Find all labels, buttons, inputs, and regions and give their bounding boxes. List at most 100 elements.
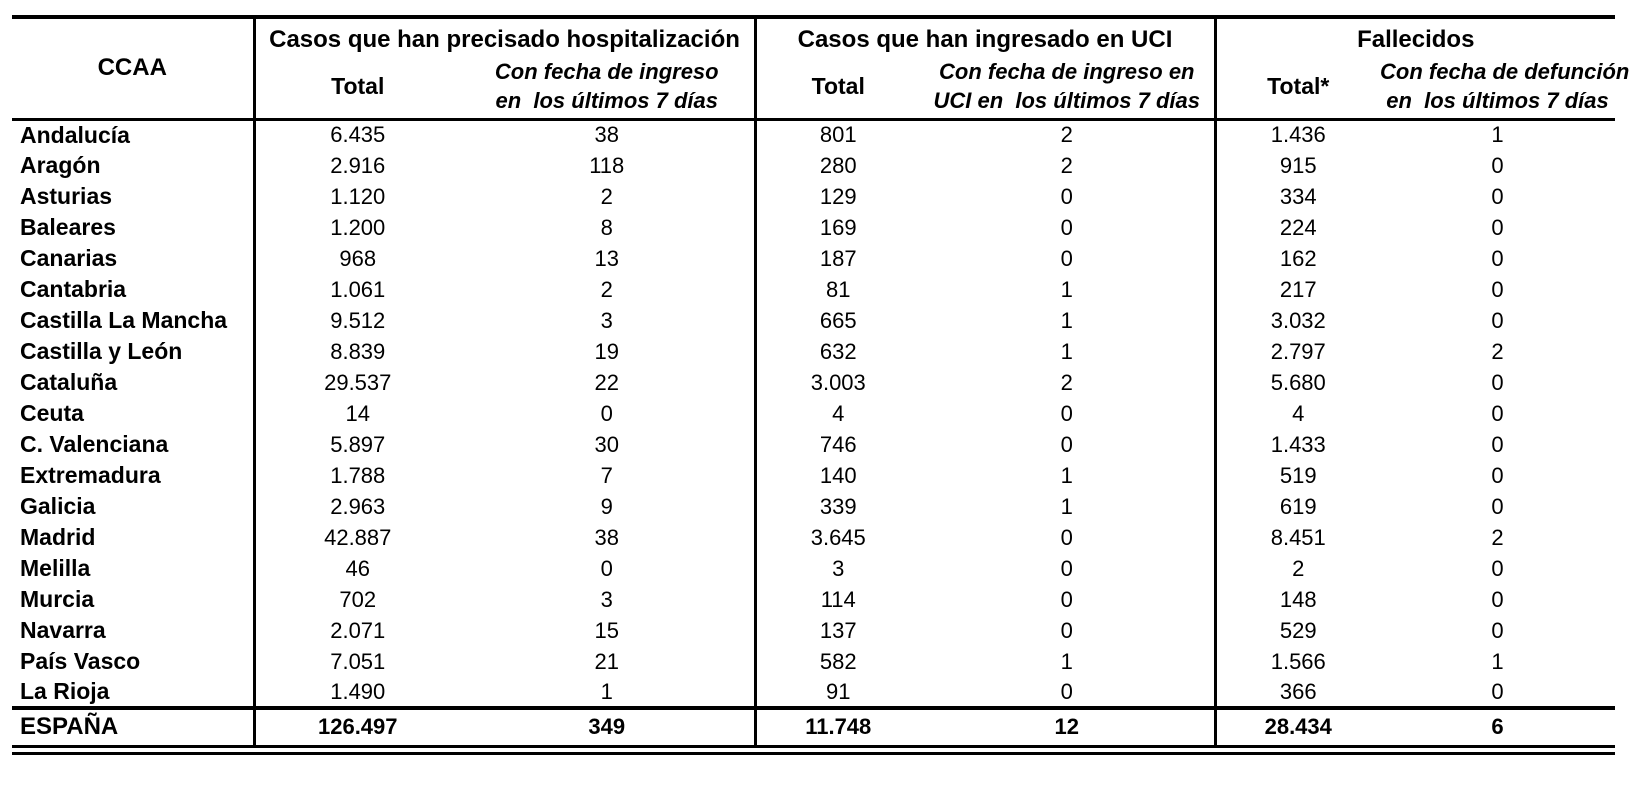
- value-cell: 1.120: [252, 181, 460, 212]
- value-cell: 9: [600, 493, 613, 519]
- value-cell: 2: [600, 276, 613, 302]
- value-cell: 0: [1060, 678, 1073, 704]
- value-cell: 1: [1060, 462, 1073, 488]
- bottom-double-rule: [12, 751, 1615, 755]
- value-cell: 0: [1491, 400, 1504, 426]
- value-cell: 8.839: [252, 336, 460, 367]
- value-cell: 349: [460, 706, 755, 748]
- value-cell: 3: [600, 586, 613, 612]
- value-cell: 162: [1213, 243, 1380, 274]
- value-cell: 0: [1491, 431, 1504, 457]
- value-cell: 1.566: [1213, 646, 1380, 677]
- value-cell: 0: [1060, 586, 1073, 612]
- value-cell: 3.003: [753, 367, 920, 398]
- table-row: Cantabria 1.061 2 81 1 217 0: [12, 274, 1615, 305]
- value-cell: 0: [600, 555, 613, 581]
- region-name: Cataluña: [20, 369, 118, 395]
- value-cell: 0: [1491, 245, 1504, 271]
- value-cell: 280: [753, 150, 920, 181]
- header-group-deceased: Fallecidos: [1213, 17, 1615, 55]
- table-row: Ceuta 14 0 4 0 4 0: [12, 398, 1615, 429]
- value-cell: 140: [753, 460, 920, 491]
- value-cell: 0: [1060, 617, 1073, 643]
- value-cell: 968: [252, 243, 460, 274]
- value-cell: 1.490: [252, 677, 460, 708]
- value-cell: 2.797: [1213, 336, 1380, 367]
- value-cell: 1: [1491, 648, 1504, 674]
- value-cell: 4: [1213, 398, 1380, 429]
- value-cell: 2: [1060, 122, 1073, 148]
- table-row: País Vasco 7.051 21 582 1 1.566 1: [12, 646, 1615, 677]
- table-row: Asturias 1.120 2 129 0 334 0: [12, 181, 1615, 212]
- value-cell: 366: [1213, 677, 1380, 708]
- table-row: Aragón 2.916 118 280 2 915 0: [12, 150, 1615, 181]
- header-deceased-total: Total*: [1213, 55, 1380, 121]
- table-row: Castilla La Mancha 9.512 3 665 1 3.032 0: [12, 305, 1615, 336]
- table-row: Cataluña 29.537 22 3.003 2 5.680 0: [12, 367, 1615, 398]
- value-cell: 3.645: [753, 522, 920, 553]
- table-row: Canarias 968 13 187 0 162 0: [12, 243, 1615, 274]
- value-cell: 2: [1060, 369, 1073, 395]
- value-cell: 28.434: [1213, 706, 1380, 748]
- region-name: Extremadura: [20, 462, 161, 488]
- value-cell: 1: [1060, 648, 1073, 674]
- value-cell: 217: [1213, 274, 1380, 305]
- value-cell: 1: [600, 678, 613, 704]
- value-cell: 0: [1491, 369, 1504, 395]
- table-row: Navarra 2.071 15 137 0 529 0: [12, 615, 1615, 646]
- value-cell: 21: [594, 648, 619, 674]
- header-group-icu: Casos que han ingresado en UCI: [753, 17, 1215, 55]
- table-row: Melilla 46 0 3 0 2 0: [12, 553, 1615, 584]
- region-name: Madrid: [20, 524, 96, 550]
- total-row: ESPAÑA 126.497 349 11.748 12 28.434 6: [12, 706, 1615, 748]
- value-cell: 0: [1060, 431, 1073, 457]
- header-deceased-recent-line2: en los últimos 7 días: [1386, 88, 1609, 114]
- value-cell: 0: [1491, 276, 1504, 302]
- value-cell: 0: [1491, 462, 1504, 488]
- value-cell: 0: [1491, 152, 1504, 178]
- covid-ccaa-table-container: CCAA Casos que han precisado hospitaliza…: [12, 15, 1630, 755]
- value-cell: 19: [594, 338, 619, 364]
- table-row: Castilla y León 8.839 19 632 1 2.797 2: [12, 336, 1615, 367]
- header-icu-recent-line1: Con fecha de ingreso en: [939, 59, 1195, 85]
- region-name: País Vasco: [20, 648, 141, 674]
- value-cell: 3: [600, 307, 613, 333]
- value-cell: 1: [1060, 307, 1073, 333]
- value-cell: 2.963: [252, 491, 460, 522]
- value-cell: 38: [594, 524, 619, 550]
- header-hospitalization-recent: Con fecha de ingreso en los últimos 7 dí…: [460, 55, 755, 121]
- value-cell: 0: [1491, 586, 1504, 612]
- value-cell: 0: [1060, 555, 1073, 581]
- value-cell: 8: [600, 214, 613, 240]
- value-cell: 0: [1491, 555, 1504, 581]
- value-cell: 1.436: [1213, 119, 1380, 150]
- header-icu-recent: Con fecha de ingreso en UCI en los últim…: [920, 55, 1215, 121]
- value-cell: 0: [1491, 307, 1504, 333]
- value-cell: 8.451: [1213, 522, 1380, 553]
- value-cell: 12: [920, 706, 1215, 748]
- value-cell: 1: [1060, 493, 1073, 519]
- value-cell: 81: [753, 274, 920, 305]
- value-cell: 46: [252, 553, 460, 584]
- value-cell: 0: [1491, 678, 1504, 704]
- header-hospitalization-total: Total: [252, 55, 460, 121]
- value-cell: 2: [1213, 553, 1380, 584]
- value-cell: 339: [753, 491, 920, 522]
- value-cell: 0: [1491, 214, 1504, 240]
- value-cell: 702: [252, 584, 460, 615]
- value-cell: 801: [753, 119, 920, 150]
- value-cell: 169: [753, 212, 920, 243]
- header-deceased-recent-line1: Con fecha de defunción: [1380, 59, 1630, 85]
- value-cell: 0: [1060, 400, 1073, 426]
- value-cell: 0: [1491, 183, 1504, 209]
- value-cell: 137: [753, 615, 920, 646]
- region-name: Cantabria: [20, 276, 127, 302]
- value-cell: 0: [600, 400, 613, 426]
- covid-ccaa-table: CCAA Casos que han precisado hospitaliza…: [12, 15, 1630, 748]
- value-cell: 0: [1060, 214, 1073, 240]
- value-cell: 118: [589, 152, 625, 178]
- region-name: Castilla y León: [20, 338, 183, 364]
- header-ccaa: CCAA: [12, 17, 254, 121]
- table-row: Baleares 1.200 8 169 0 224 0: [12, 212, 1615, 243]
- value-cell: 14: [252, 398, 460, 429]
